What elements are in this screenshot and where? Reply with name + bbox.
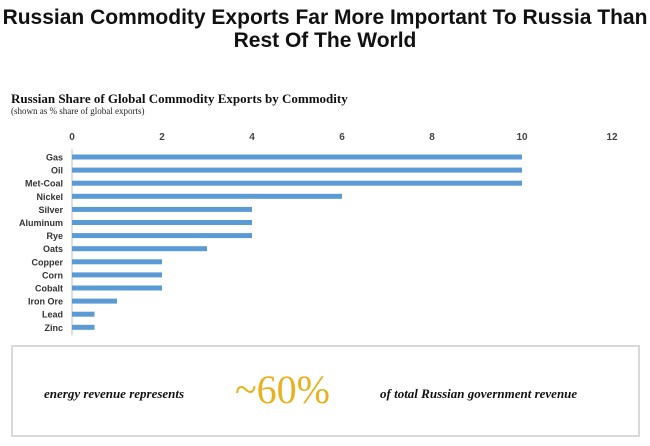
callout-right-text: of total Russian government revenue xyxy=(380,386,578,401)
chart-subtitle: (shown as % share of global exports) xyxy=(11,106,145,116)
bar xyxy=(72,167,522,173)
callout-percentage: ~60% xyxy=(235,367,330,412)
bar xyxy=(72,298,117,304)
bar xyxy=(72,285,162,291)
bar-chart: 0 2 4 6 8 10 12 Gas Oil Met-Coal Nickel Silver Alumi… xyxy=(19,132,618,336)
category-label: Oil xyxy=(51,166,63,176)
bar xyxy=(72,311,95,317)
bar xyxy=(72,324,95,330)
category-label: Zinc xyxy=(44,323,63,333)
category-label: Copper xyxy=(32,257,64,267)
bar xyxy=(72,193,342,199)
x-tick-label: 8 xyxy=(429,132,435,143)
x-tick-label: 10 xyxy=(516,132,528,143)
x-tick-label: 2 xyxy=(159,132,165,143)
bar xyxy=(72,259,162,265)
x-tick-label: 12 xyxy=(606,132,618,143)
callout-left-text: energy revenue represents xyxy=(44,386,185,401)
category-label: Gas xyxy=(46,153,63,163)
category-label: Rye xyxy=(46,231,63,241)
bar xyxy=(72,206,252,212)
category-label: Nickel xyxy=(36,192,63,202)
category-label: Met-Coal xyxy=(25,179,63,189)
x-tick-label: 6 xyxy=(339,132,345,143)
bar xyxy=(72,233,252,239)
bar xyxy=(72,220,252,225)
category-label: Lead xyxy=(42,310,63,320)
category-label: Silver xyxy=(38,205,63,215)
chart-title: Russian Share of Global Commodity Export… xyxy=(11,91,348,106)
bar xyxy=(72,180,522,186)
x-tick-label: 0 xyxy=(69,132,75,143)
category-label: Corn xyxy=(42,270,63,280)
bar xyxy=(72,272,162,278)
bar xyxy=(72,246,207,252)
category-label: Cobalt xyxy=(35,284,63,294)
category-label: Oats xyxy=(43,244,63,254)
category-label: Iron Ore xyxy=(28,297,63,307)
bar xyxy=(72,154,522,160)
x-tick-label: 4 xyxy=(249,132,255,143)
revenue-callout-box: energy revenue represents ~60% of total … xyxy=(11,345,640,437)
category-label: Aluminum xyxy=(19,218,63,228)
page-headline: Russian Commodity Exports Far More Impor… xyxy=(2,6,648,52)
